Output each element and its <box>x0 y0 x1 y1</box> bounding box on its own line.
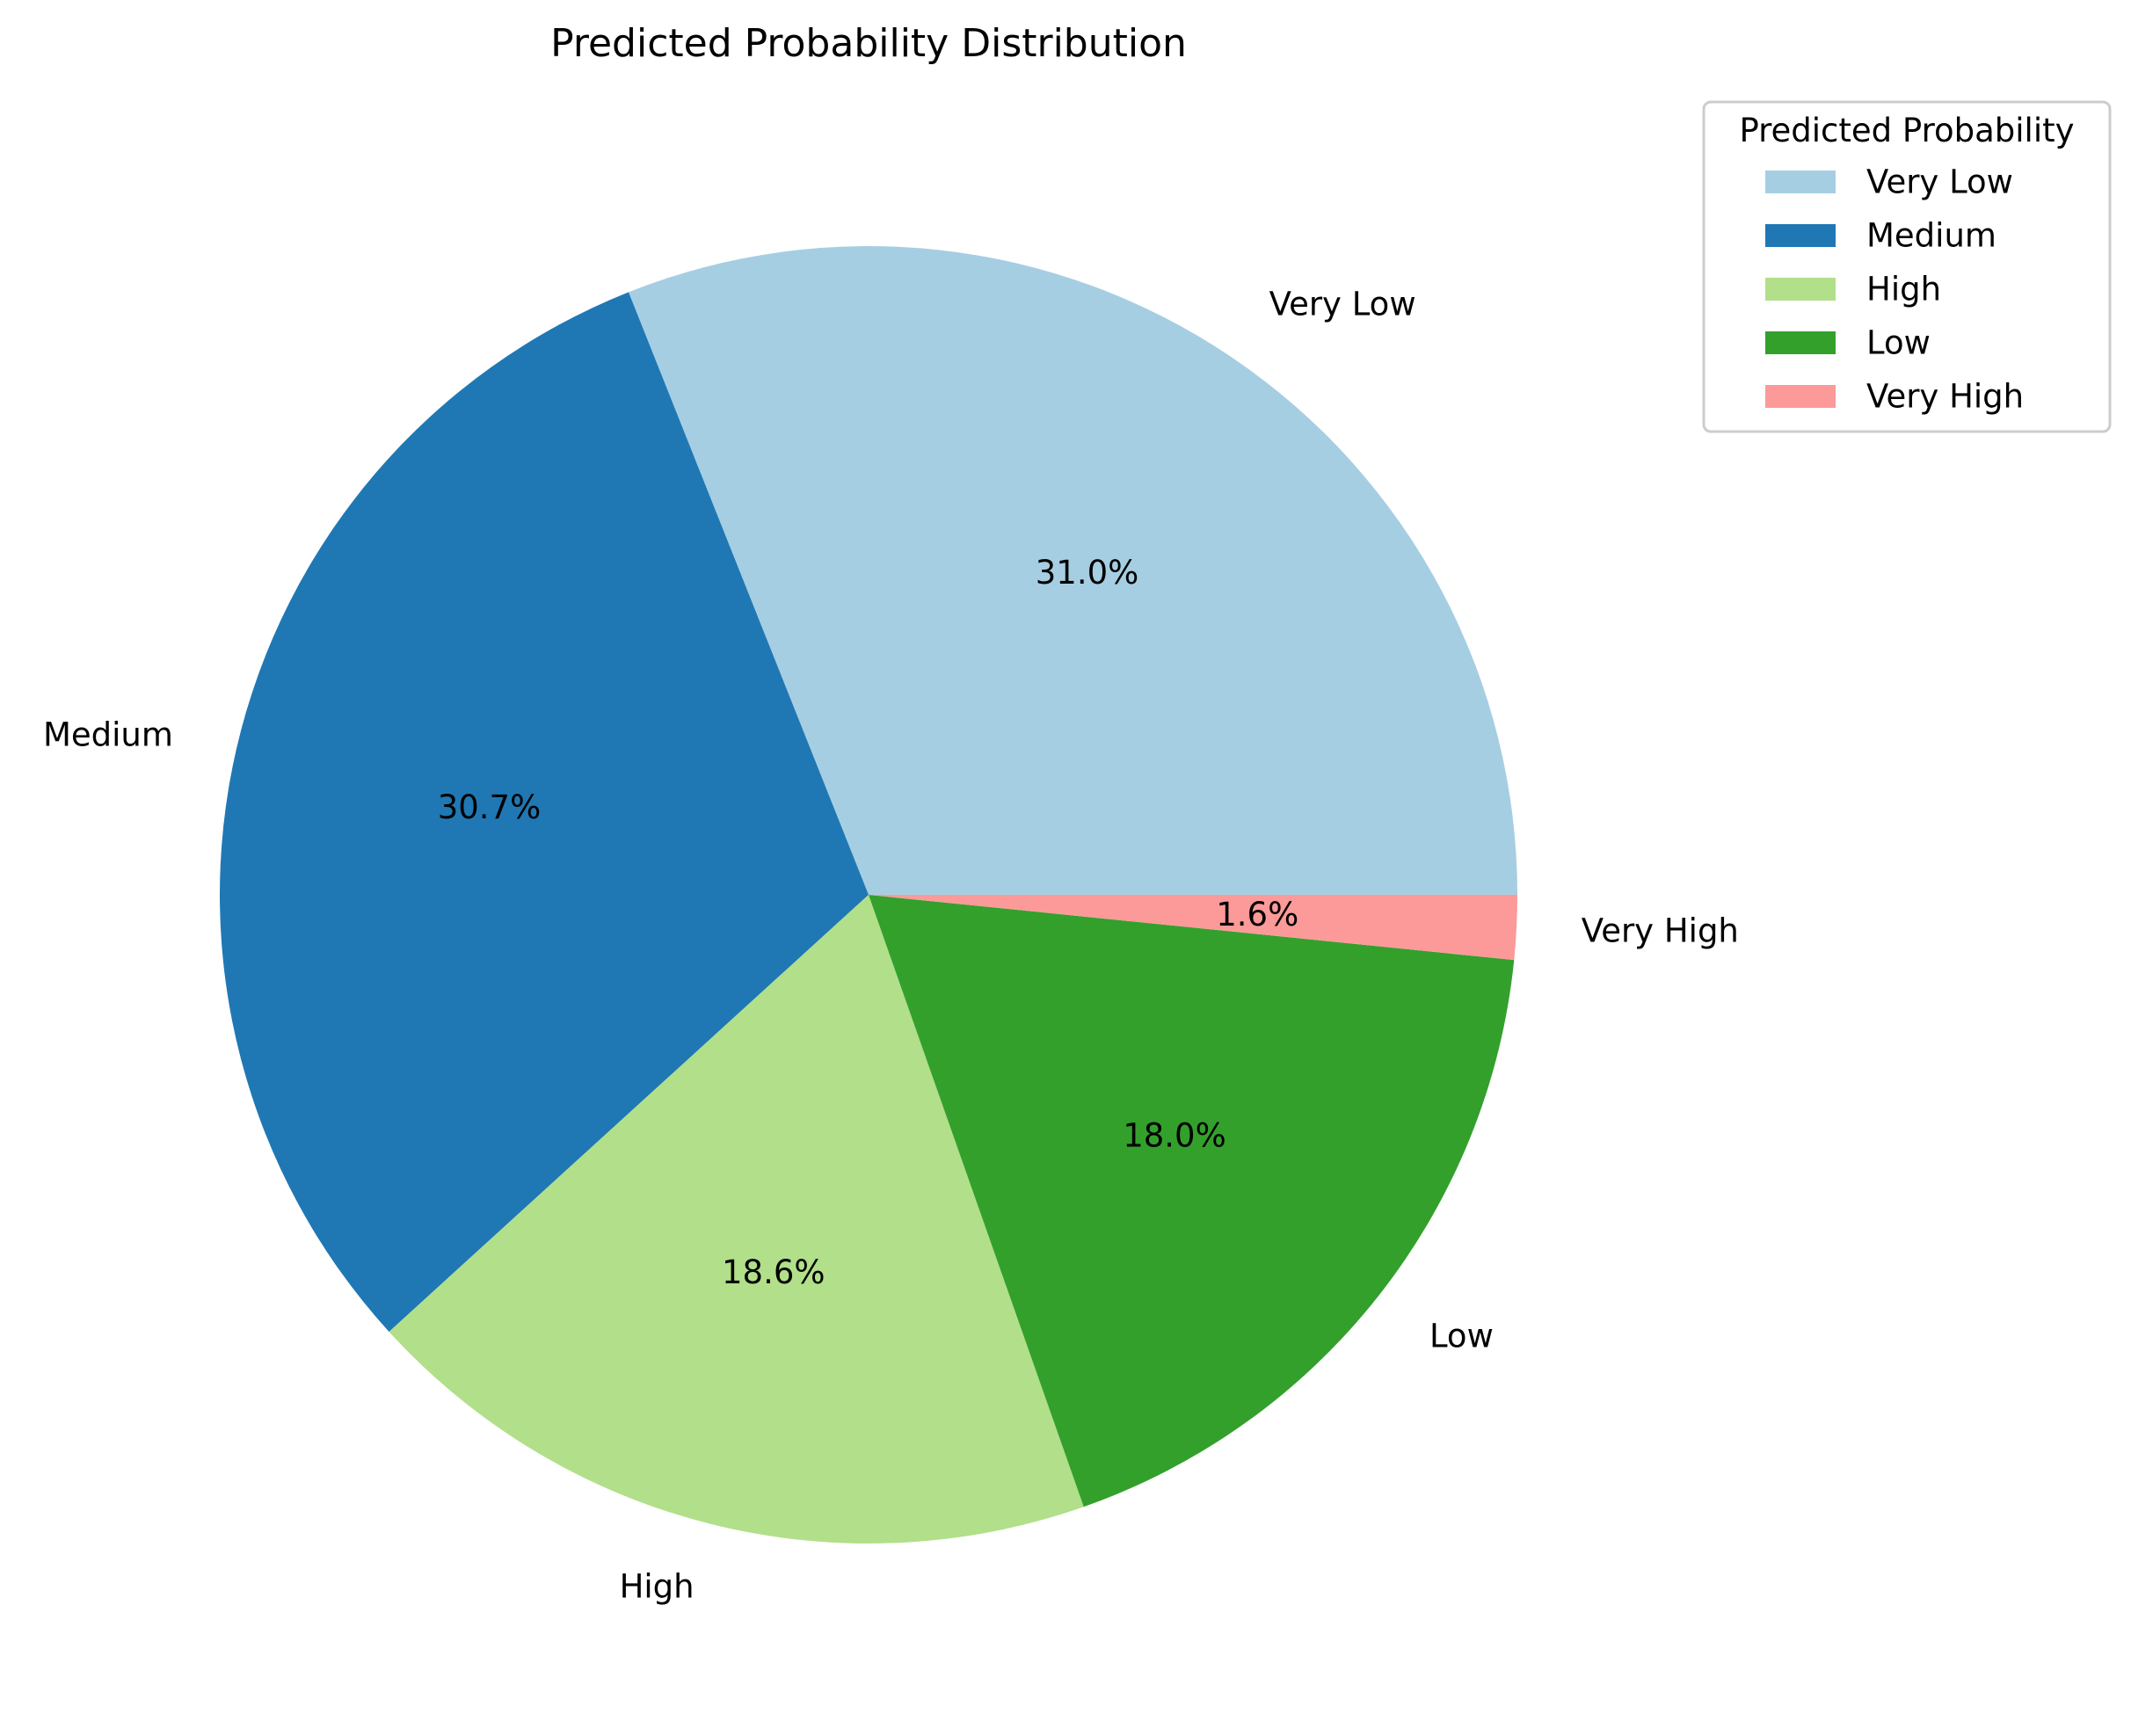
slice-labels: Very Low Medium High Low Very High <box>43 286 1739 1606</box>
pct-label-medium: 30.7% <box>438 788 542 826</box>
legend-swatch-high <box>1765 278 1836 301</box>
legend-swatch-very-low <box>1765 171 1836 193</box>
slice-label-very-high: Very High <box>1582 912 1739 949</box>
slice-low <box>869 895 1515 1507</box>
slice-label-medium: Medium <box>43 715 173 753</box>
pie-slices <box>220 245 1517 1544</box>
slice-high <box>389 895 1084 1544</box>
slice-very-high <box>869 895 1517 961</box>
slice-very-low <box>628 245 1517 895</box>
percent-labels: 31.0% 30.7% 18.6% 18.0% 1.6% <box>438 554 1299 1291</box>
legend-swatch-very-high <box>1765 385 1836 408</box>
pct-label-low: 18.0% <box>1123 1116 1226 1154</box>
legend-entries: Very Low Medium High Low Very High <box>1765 163 2024 416</box>
legend-label-very-high: Very High <box>1866 378 2024 416</box>
slice-label-high: High <box>620 1568 695 1606</box>
legend-swatch-medium <box>1765 224 1836 247</box>
legend-label-very-low: Very Low <box>1866 163 2013 201</box>
pct-label-very-low: 31.0% <box>1036 554 1139 592</box>
pct-label-very-high: 1.6% <box>1216 896 1298 933</box>
legend: Predicted Probability Very Low Medium High… <box>1702 100 2112 433</box>
legend-label-medium: Medium <box>1866 217 1996 255</box>
pct-label-high: 18.6% <box>722 1253 825 1291</box>
slice-label-low: Low <box>1429 1318 1494 1355</box>
legend-label-low: Low <box>1866 324 1931 362</box>
slice-medium <box>220 292 869 1333</box>
legend-label-high: High <box>1866 271 1941 309</box>
legend-swatch-low <box>1765 331 1836 354</box>
chart-title: Predicted Probability Distribution <box>550 21 1187 66</box>
slice-label-very-low: Very Low <box>1269 286 1416 323</box>
legend-title: Predicted Probability <box>1739 112 2074 149</box>
